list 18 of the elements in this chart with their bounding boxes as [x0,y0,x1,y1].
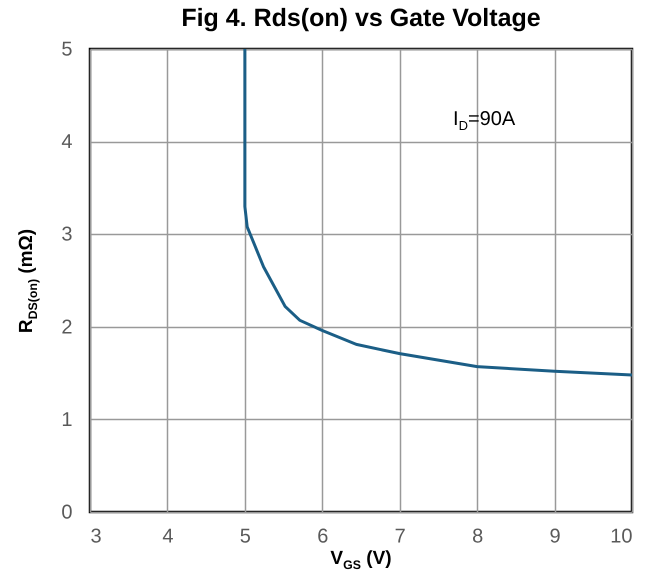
chart-title: Fig 4. Rds(on) vs Gate Voltage [181,4,541,32]
x-tick-label: 9 [550,526,561,548]
y-tick-label: 2 [61,316,72,338]
y-tick-label: 1 [61,408,72,431]
x-tick-label: 7 [394,526,406,548]
y-tick-label: 3 [61,224,72,246]
x-tick-label: 4 [162,526,174,548]
x-tick-label: 3 [90,526,102,548]
y-tick-label: 4 [61,131,72,154]
y-tick-label: 0 [61,502,72,524]
x-tick-label: 6 [317,526,328,548]
x-tick-label: 8 [472,526,484,548]
line-series [243,49,632,376]
x-tick-label: 5 [240,526,251,548]
annotation: I$_{D}$=90A [453,108,516,133]
y-tick-label: 5 [61,38,72,60]
x-tick-label: 10 [610,526,632,548]
x-axis-title: V$_{GS}$ (V) [330,548,392,572]
